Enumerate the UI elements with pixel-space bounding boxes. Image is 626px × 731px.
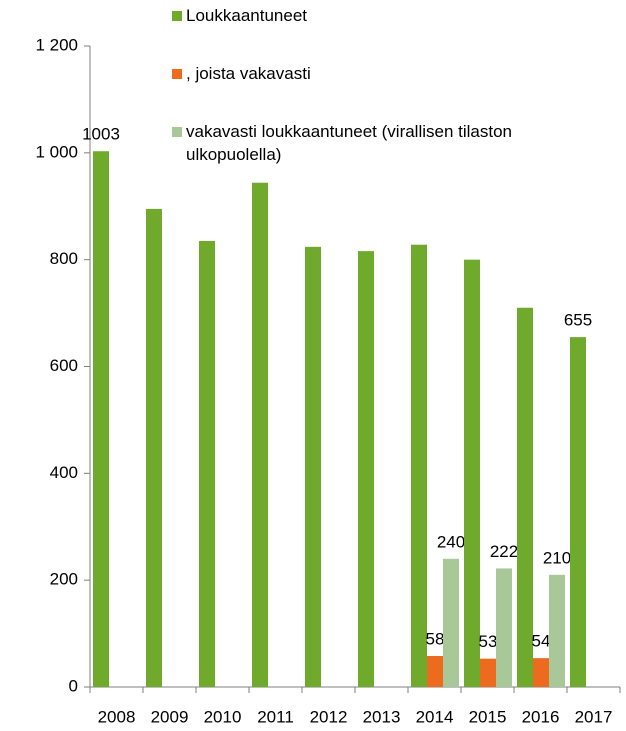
x-tick-label: 2012 — [310, 707, 348, 726]
y-tick-label: 600 — [50, 356, 78, 375]
y-tick-label: 800 — [50, 249, 78, 268]
bar — [199, 240, 215, 688]
data-label: 210 — [543, 548, 571, 567]
bar — [146, 208, 162, 687]
x-tick-label: 2011 — [257, 707, 294, 726]
legend-swatch — [172, 11, 182, 21]
bar — [517, 307, 533, 687]
data-label: 1003 — [82, 125, 120, 144]
legend-item: , joista vakavasti — [172, 62, 612, 85]
data-label: 54 — [532, 632, 551, 651]
bar — [443, 558, 459, 687]
legend-label: Loukkaantuneet — [186, 6, 307, 25]
x-tick-label: 2009 — [151, 707, 189, 726]
bar — [496, 568, 512, 687]
bar — [480, 658, 496, 687]
data-label: 222 — [490, 542, 518, 561]
bar — [549, 574, 565, 687]
x-tick-label: 2010 — [204, 707, 242, 726]
bar — [533, 658, 549, 687]
data-label: 53 — [479, 632, 498, 651]
data-label: 655 — [564, 311, 592, 330]
x-tick-label: 2015 — [469, 707, 507, 726]
x-tick-label: 2013 — [363, 707, 401, 726]
data-label: 240 — [437, 532, 465, 551]
data-label: 58 — [426, 630, 445, 649]
bar — [427, 656, 443, 687]
y-tick-label: 200 — [50, 570, 78, 589]
x-tick-label: 2016 — [522, 707, 560, 726]
legend-item: vakavasti loukkaantuneet (virallisen til… — [172, 120, 612, 166]
legend-item: Loukkaantuneet — [172, 4, 612, 27]
legend-label: vakavasti loukkaantuneet (virallisen til… — [186, 122, 513, 164]
y-tick-label: 1 000 — [35, 142, 78, 161]
y-tick-label: 400 — [50, 463, 78, 482]
x-tick-label: 2014 — [416, 707, 454, 726]
bar — [411, 244, 427, 687]
bar — [358, 251, 374, 687]
bar — [464, 259, 480, 687]
x-tick-label: 2008 — [98, 707, 136, 726]
legend-label: , joista vakavasti — [186, 64, 311, 83]
y-tick-label: 0 — [69, 676, 78, 695]
y-tick-label: 1 200 — [35, 35, 78, 54]
bar — [252, 182, 268, 687]
legend-swatch — [172, 69, 182, 79]
bar — [570, 337, 586, 687]
bar — [305, 246, 321, 687]
bar — [93, 151, 109, 687]
legend-swatch — [172, 127, 182, 137]
x-tick-label: 2017 — [575, 707, 613, 726]
